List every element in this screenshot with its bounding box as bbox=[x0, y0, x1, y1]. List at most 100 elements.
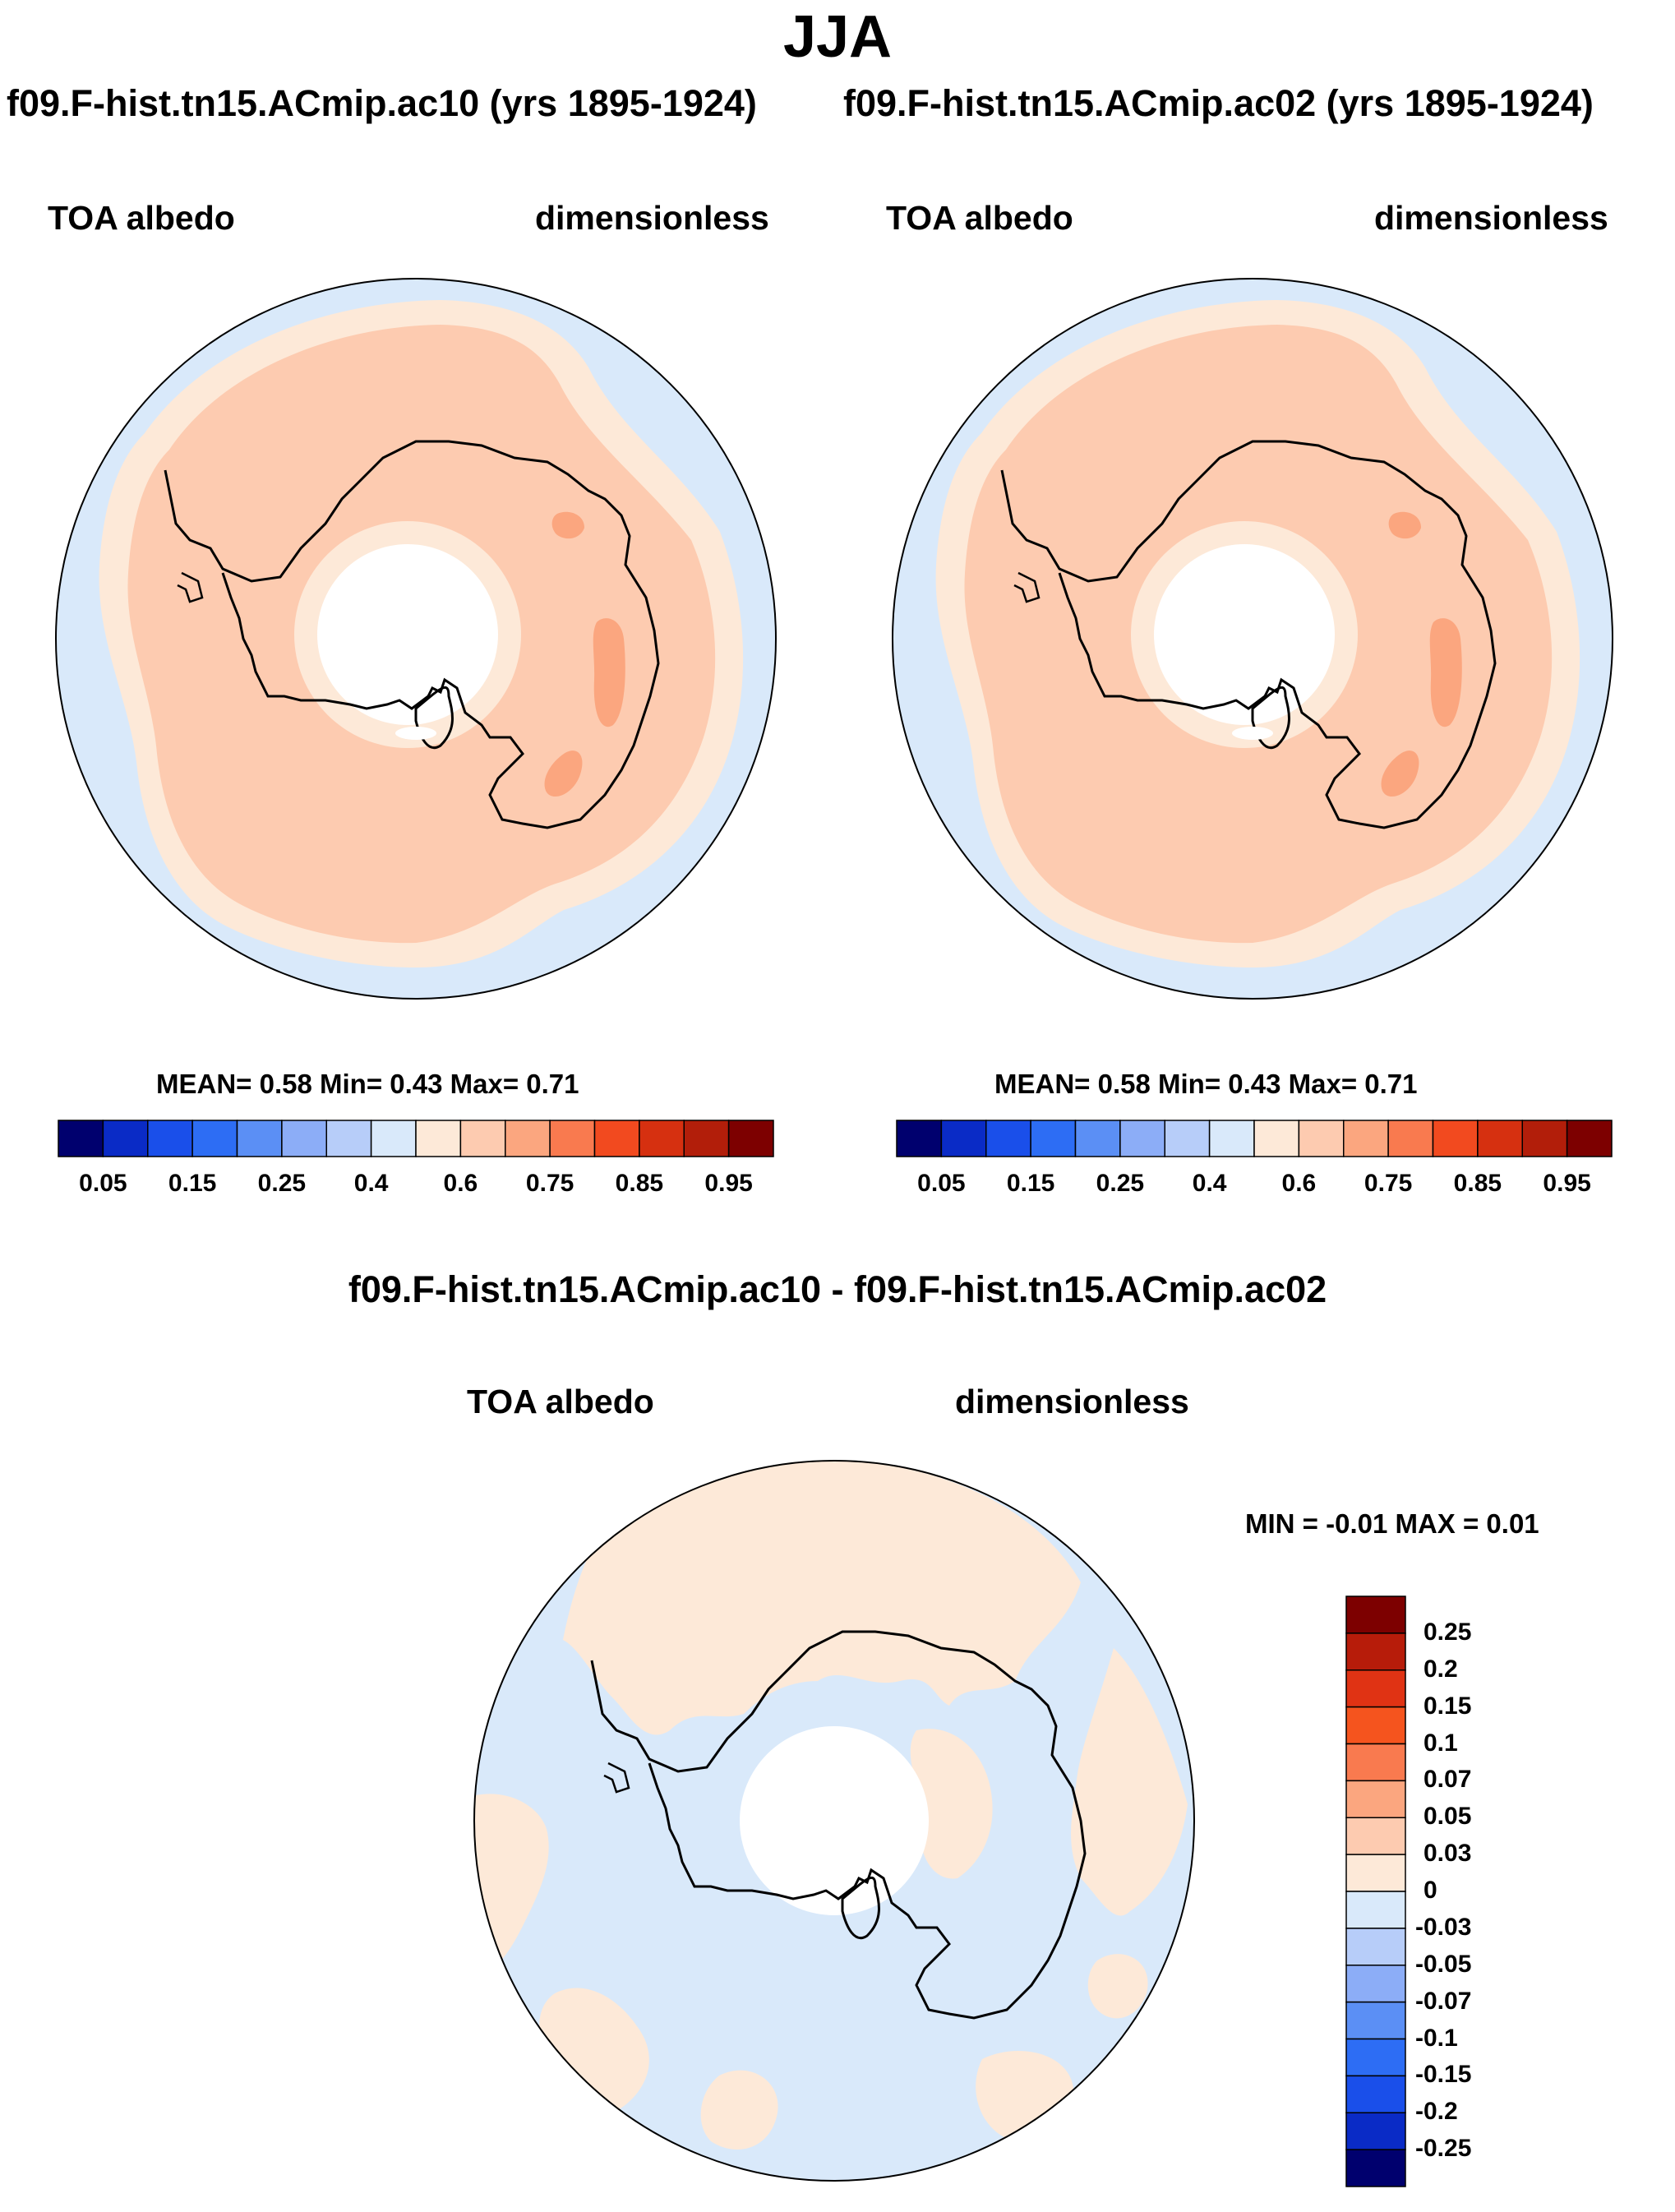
ice-shelf-outline bbox=[414, 686, 454, 749]
diff-colorbar-tick-label: -0.2 bbox=[1415, 2098, 1458, 2126]
colorbar-tick-label: 0.75 bbox=[525, 1170, 574, 1197]
colorbar-swatch bbox=[415, 1120, 462, 1157]
albedo-patch-high bbox=[1388, 511, 1421, 539]
colorbar-swatch bbox=[1521, 1120, 1568, 1157]
diff-colorbar-tick-label: 0.25 bbox=[1424, 1618, 1472, 1646]
diff-field-positive bbox=[700, 2070, 778, 2150]
colorbar-swatch bbox=[505, 1120, 551, 1157]
polar-hole bbox=[740, 1726, 929, 1915]
diff-colorbar-tick-label: -0.1 bbox=[1415, 2024, 1458, 2052]
diff-colorbar-swatch bbox=[1345, 1706, 1406, 1745]
colorbar-swatch bbox=[102, 1120, 149, 1157]
colorbar-tick-label: 0.95 bbox=[704, 1170, 753, 1197]
diff-units-label: dimensionless bbox=[955, 1383, 1189, 1420]
diff-colorbar-tick-label: 0.05 bbox=[1424, 1803, 1472, 1831]
colorbar-tick-label: 0.6 bbox=[1281, 1170, 1317, 1197]
panel1-colorbar bbox=[58, 1120, 774, 1157]
colorbar-swatch bbox=[985, 1120, 1031, 1157]
diff-colorbar-swatch bbox=[1345, 1965, 1406, 2003]
colorbar-swatch bbox=[1253, 1120, 1300, 1157]
diff-colorbar-tick-label: 0.07 bbox=[1424, 1766, 1472, 1794]
colorbar-swatch bbox=[1566, 1120, 1613, 1157]
colorbar-tick-label: 0.05 bbox=[79, 1170, 127, 1197]
colorbar-swatch bbox=[639, 1120, 685, 1157]
diff-colorbar-tick-label: -0.03 bbox=[1415, 1913, 1472, 1941]
diff-field-positive bbox=[563, 1461, 1081, 1735]
antarctic-coastline bbox=[590, 1630, 1087, 2020]
diff-colorbar bbox=[1345, 1596, 1406, 2187]
diff-colorbar-swatch bbox=[1345, 1780, 1406, 1818]
colorbar-swatch bbox=[549, 1120, 596, 1157]
colorbar-tick-label: 0.4 bbox=[353, 1170, 389, 1197]
colorbar-swatch bbox=[370, 1120, 417, 1157]
colorbar-tick-label: 0.85 bbox=[615, 1170, 664, 1197]
diff-colorbar-tick-label: -0.15 bbox=[1415, 2061, 1472, 2089]
colorbar-swatch bbox=[683, 1120, 730, 1157]
diff-colorbar-swatch bbox=[1345, 1596, 1406, 1634]
colorbar-tick-label: 0.15 bbox=[1006, 1170, 1055, 1197]
colorbar-swatch bbox=[459, 1120, 506, 1157]
colorbar-swatch bbox=[1387, 1120, 1434, 1157]
diff-colorbar-swatch bbox=[1345, 1743, 1406, 1782]
diff-colorbar-tick-label: -0.25 bbox=[1415, 2135, 1472, 2163]
diff-colorbar-tick-label: 0.2 bbox=[1424, 1655, 1458, 1683]
ice-shelf-outline bbox=[841, 1876, 880, 1939]
colorbar-tick-label: 0.25 bbox=[1096, 1170, 1145, 1197]
diff-colorbar-swatch bbox=[1345, 1632, 1406, 1671]
diff-colorbar-tick-label: 0.03 bbox=[1424, 1840, 1472, 1868]
panel1-stats: MEAN= 0.58 Min= 0.43 Max= 0.71 bbox=[156, 1069, 579, 1099]
panel1-variable-label: TOA albedo bbox=[48, 199, 235, 237]
diff-colorbar-swatch bbox=[1345, 1817, 1406, 1855]
ice-shelf-gap bbox=[395, 727, 436, 740]
colorbar-tick-label: 0.15 bbox=[168, 1170, 217, 1197]
albedo-patch-high bbox=[1429, 618, 1462, 727]
diff-stats: MIN = -0.01 MAX = 0.01 bbox=[1245, 1508, 1539, 1539]
colorbar-swatch bbox=[1343, 1120, 1389, 1157]
antarctic-peninsula bbox=[1013, 571, 1041, 603]
ice-shelf-outline bbox=[1251, 686, 1290, 749]
diff-colorbar-swatch bbox=[1345, 1891, 1406, 1929]
diff-colorbar-swatch bbox=[1345, 2075, 1406, 2113]
diff-colorbar-tick-label: 0 bbox=[1424, 1877, 1437, 1904]
antarctic-peninsula bbox=[603, 1762, 630, 1794]
diff-field-positive bbox=[1087, 1954, 1148, 2019]
colorbar-swatch bbox=[1477, 1120, 1523, 1157]
panel1-units-label: dimensionless bbox=[535, 199, 769, 237]
panel1-case-title: f09.F-hist.tn15.ACmip.ac10 (yrs 1895-192… bbox=[7, 82, 757, 124]
panel2-map bbox=[892, 278, 1613, 1000]
diff-colorbar-swatch bbox=[1345, 1854, 1406, 1892]
colorbar-tick-label: 0.75 bbox=[1364, 1170, 1413, 1197]
albedo-patch-high bbox=[551, 511, 584, 539]
panel2-stats: MEAN= 0.58 Min= 0.43 Max= 0.71 bbox=[994, 1069, 1418, 1099]
panel2-variable-label: TOA albedo bbox=[886, 199, 1073, 237]
diff-colorbar-tick-label: 0.1 bbox=[1424, 1729, 1458, 1757]
colorbar-tick-label: 0.6 bbox=[443, 1170, 478, 1197]
colorbar-tick-label: 0.05 bbox=[917, 1170, 966, 1197]
diff-variable-label: TOA albedo bbox=[467, 1383, 654, 1420]
colorbar-tick-label: 0.25 bbox=[257, 1170, 307, 1197]
colorbar-swatch bbox=[236, 1120, 283, 1157]
diff-colorbar-swatch bbox=[1345, 2038, 1406, 2077]
panel2-colorbar bbox=[896, 1120, 1613, 1157]
antarctic-peninsula bbox=[177, 571, 204, 603]
colorbar-swatch bbox=[593, 1120, 640, 1157]
diff-colorbar-tick-label: -0.07 bbox=[1415, 1987, 1472, 2015]
antarctic-coastline bbox=[1000, 440, 1497, 829]
antarctic-coastline bbox=[164, 440, 660, 829]
diff-colorbar-swatch bbox=[1345, 2001, 1406, 2040]
colorbar-tick-label: 0.4 bbox=[1192, 1170, 1227, 1197]
figure-title: JJA bbox=[782, 4, 893, 70]
ice-shelf-gap bbox=[1232, 727, 1273, 740]
albedo-patch-high bbox=[593, 618, 625, 727]
albedo-patch-high bbox=[1381, 750, 1419, 797]
colorbar-tick-label: 0.95 bbox=[1543, 1170, 1591, 1197]
albedo-patch-high bbox=[544, 750, 583, 797]
diff-colorbar-swatch bbox=[1345, 2149, 1406, 2187]
panel1-map bbox=[55, 278, 777, 1000]
colorbar-swatch bbox=[940, 1120, 987, 1157]
colorbar-swatch bbox=[896, 1120, 943, 1157]
colorbar-swatch bbox=[325, 1120, 372, 1157]
colorbar-swatch bbox=[1119, 1120, 1165, 1157]
diff-colorbar-swatch bbox=[1345, 2112, 1406, 2150]
colorbar-swatch bbox=[1164, 1120, 1211, 1157]
